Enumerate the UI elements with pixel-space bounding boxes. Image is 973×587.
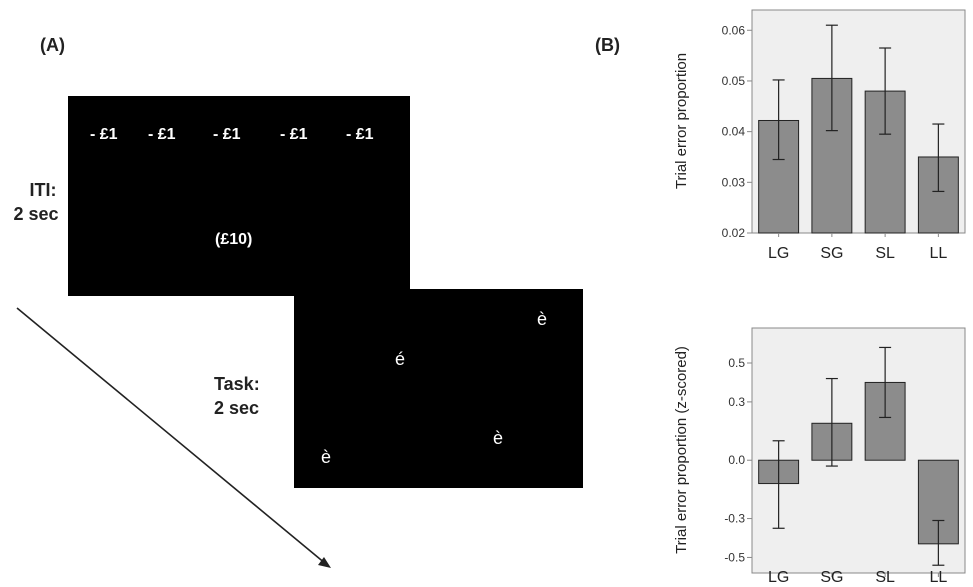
category-label: SL [875,245,895,262]
panel-b-label: (B) [595,35,620,55]
task-label: Task: 2 sec [214,372,260,420]
iti-cue: - £1 [90,126,118,143]
category-label: LL [929,245,947,262]
y-tick-label: 0.03 [722,175,746,189]
y-tick-label: 0.0 [728,453,745,467]
task-label-line1: Task: [214,374,260,394]
iti-label-line2: 2 sec [13,204,59,224]
iti-label: ITI: 2 sec [13,178,68,226]
y-tick-label: 0.5 [728,356,745,370]
task-letter: è [493,428,504,448]
iti-screen: - £1 - £1 - £1 - £1 - £1 (£10) [68,96,410,296]
task-letter: è [321,447,332,467]
iti-total: (£10) [215,231,253,248]
category-label: SG [820,245,843,262]
task-letter: é [395,349,406,369]
task-screen: è é è è [294,289,583,488]
iti-cue: - £1 [148,126,176,143]
y-axis-label: Trial error proportion [673,53,690,189]
y-axis-label: Trial error proportion (z-scored) [673,346,690,554]
y-tick-label: -0.5 [724,550,745,564]
iti-label-line1: ITI: [29,180,57,200]
category-label: LL [929,569,947,586]
category-label: SG [820,569,843,586]
iti-cue: - £1 [280,126,308,143]
iti-cue: - £1 [346,126,374,143]
y-tick-label: 0.05 [722,74,746,88]
category-label: SL [875,569,895,586]
category-label: LG [768,569,789,586]
category-label: LG [768,245,789,262]
panel-a-label: (A) [40,35,65,55]
y-tick-label: 0.02 [722,226,746,240]
iti-cue: - £1 [213,126,241,143]
task-letter: è [537,309,548,329]
y-tick-label: -0.3 [724,512,745,526]
y-tick-label: 0.04 [722,125,746,139]
y-tick-label: 0.3 [728,395,745,409]
y-tick-label: 0.06 [722,23,746,37]
task-label-line2: 2 sec [214,398,260,418]
